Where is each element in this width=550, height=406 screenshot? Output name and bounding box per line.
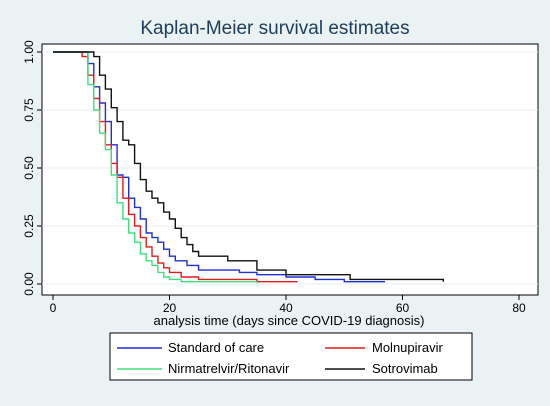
legend-label: Molnupiravir (372, 340, 443, 355)
legend-label: Sotrovimab (372, 361, 438, 376)
axes: 0.00 0.25 0.50 0.75 1.00 0 20 40 60 80 (22, 40, 526, 315)
x-axis-label: analysis time (days since COVID-19 diagn… (154, 313, 425, 328)
y-tick-label: 0.75 (22, 98, 36, 122)
x-tick-label: 0 (50, 301, 57, 315)
y-tick-label: 0.25 (22, 214, 36, 238)
y-tick-label: 1.00 (22, 40, 36, 64)
series-line-3 (53, 51, 444, 282)
x-tick-label: 20 (163, 301, 177, 315)
legend-box (109, 332, 473, 381)
plot-area (41, 43, 539, 296)
x-tick-label: 80 (512, 301, 526, 315)
chart-title: Kaplan-Meier survival estimates (140, 18, 409, 39)
legend: Standard of care Molnupiravir Nirmatrelvir… (109, 332, 473, 381)
series-line-1 (53, 51, 298, 283)
legend-label: Standard of care (168, 340, 264, 355)
legend-label: Nirmatrelvir/Ritonavir (168, 361, 290, 376)
x-tick-label: 60 (396, 301, 410, 315)
y-tick-label: 0.00 (22, 272, 36, 296)
y-tick-label: 0.50 (22, 156, 36, 180)
series-line-2 (53, 51, 257, 283)
series-lines (53, 51, 444, 283)
grid-lines (42, 51, 538, 285)
x-tick-label: 40 (279, 301, 293, 315)
